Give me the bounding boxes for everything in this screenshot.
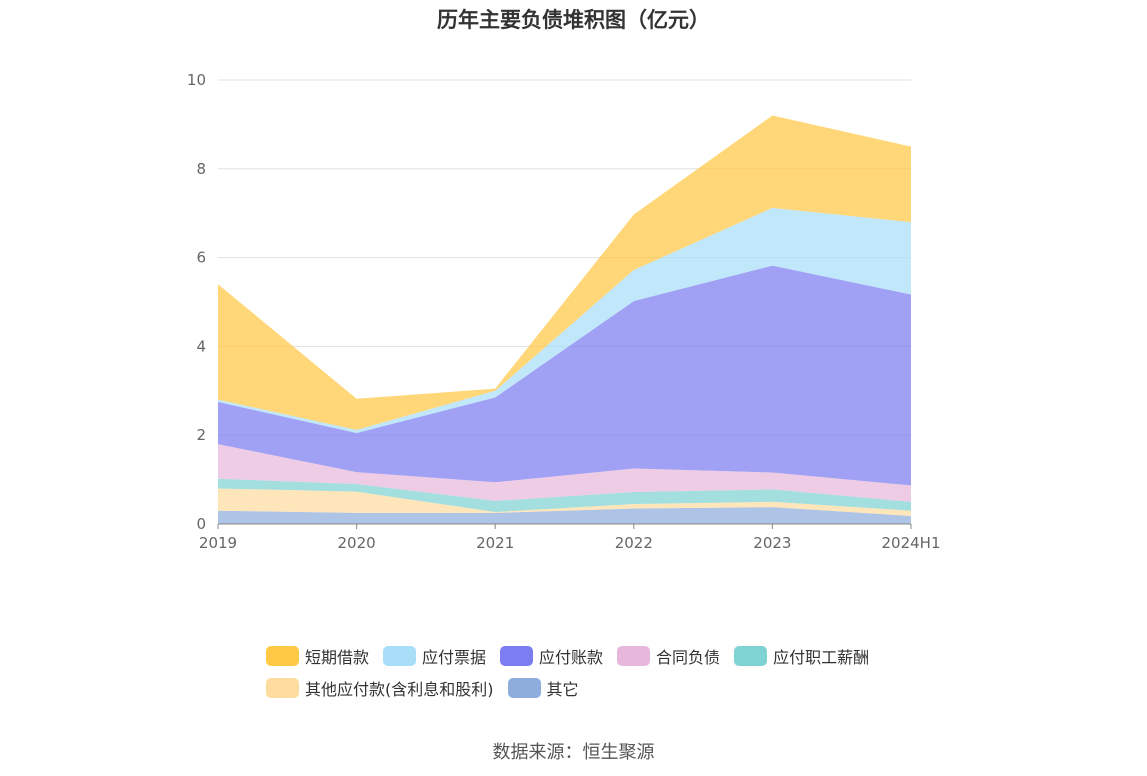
legend: 短期借款 应付票据 应付账款 合同负债 应付职工薪酬 其他应付款(含利息和股利) 其它 [266, 640, 906, 704]
area-series [218, 265, 911, 486]
legend-swatch [617, 646, 651, 666]
y-tick-label: 6 [196, 249, 206, 267]
x-tick-label: 2021 [476, 534, 514, 552]
legend-item[interactable]: 应付票据 [383, 644, 486, 668]
legend-swatch [266, 678, 299, 698]
area-series [218, 115, 911, 430]
legend-row: 其他应付款(含利息和股利) 其它 [266, 672, 906, 704]
x-tick-label: 2024H1 [882, 534, 941, 552]
legend-swatch [266, 646, 299, 666]
legend-swatch [734, 646, 768, 666]
source-note: 数据来源：恒生聚源 [492, 742, 655, 763]
stacked-areas [218, 115, 911, 524]
legend-label: 应付票据 [422, 648, 487, 667]
legend-item[interactable]: 其它 [507, 676, 579, 700]
x-tick-label: 2023 [753, 534, 791, 552]
area-series [218, 478, 911, 512]
legend-swatch [507, 678, 541, 698]
legend-label: 应付账款 [539, 648, 604, 667]
x-tick-label: 2022 [615, 534, 653, 552]
legend-swatch [383, 646, 417, 666]
legend-item[interactable]: 合同负债 [617, 644, 720, 668]
area-series [218, 507, 911, 524]
legend-swatch [500, 646, 534, 666]
legend-label: 其他应付款(含利息和股利) [305, 680, 494, 699]
y-tick-label: 0 [196, 515, 206, 533]
legend-label: 短期借款 [305, 648, 370, 667]
x-tick-label: 2020 [338, 534, 376, 552]
axes: 0 2 4 6 8 10 2019 2020 2021 2022 2023 2024H1 [187, 71, 941, 552]
area-series [218, 488, 911, 516]
legend-item[interactable]: 应付账款 [500, 644, 603, 668]
legend-label: 合同负债 [656, 648, 721, 667]
legend-item[interactable]: 应付职工薪酬 [734, 644, 869, 668]
legend-label: 其它 [546, 680, 579, 699]
legend-row: 短期借款 应付票据 应付账款 合同负债 应付职工薪酬 [266, 640, 906, 672]
y-tick-label: 8 [196, 160, 206, 178]
legend-label: 应付职工薪酬 [773, 648, 870, 667]
area-series [218, 444, 911, 502]
y-tick-label: 2 [196, 426, 206, 444]
x-tick-label: 2019 [199, 534, 237, 552]
y-tick-label: 4 [196, 337, 206, 355]
area-series [218, 207, 911, 433]
legend-item[interactable]: 其他应付款(含利息和股利) [266, 676, 494, 700]
y-tick-label: 10 [187, 71, 206, 89]
chart-title: 历年主要负债堆积图（亿元） [437, 8, 710, 32]
legend-item[interactable]: 短期借款 [266, 644, 369, 668]
